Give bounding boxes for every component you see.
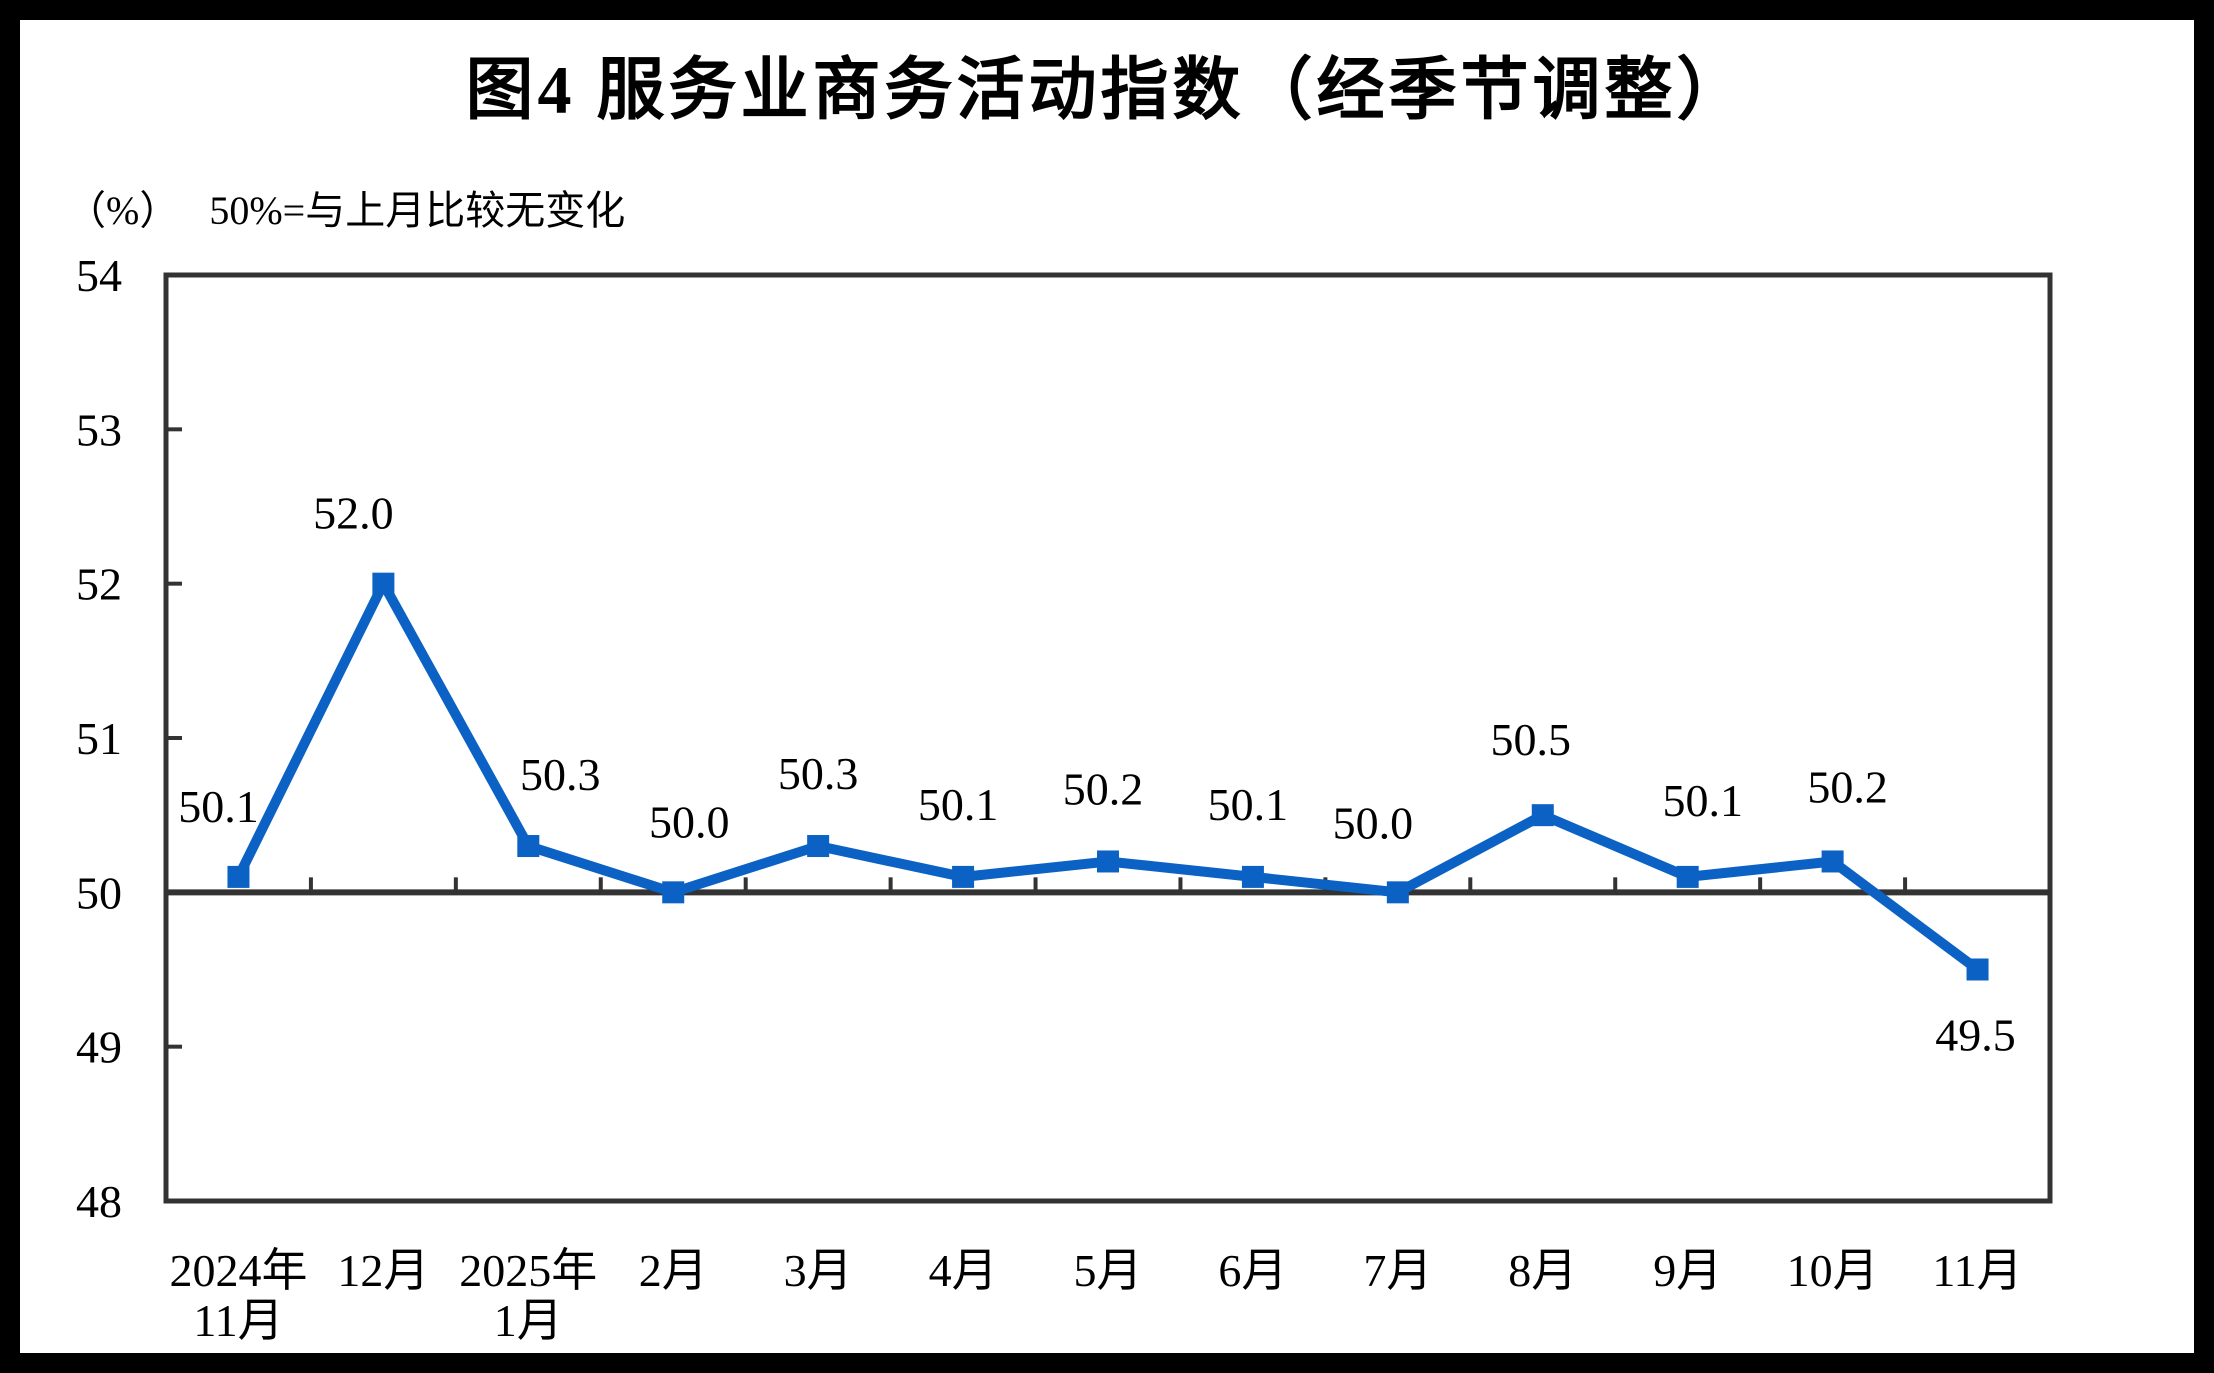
data-point-marker <box>1241 865 1264 888</box>
x-axis-category-label: 2025年 1月 <box>459 1245 597 1346</box>
data-point-label: 50.2 <box>1063 763 1144 814</box>
data-point-label: 50.1 <box>1208 779 1289 830</box>
y-axis-unit-label: （%） <box>66 188 180 233</box>
x-axis-category-label: 11月 <box>1932 1245 2022 1296</box>
data-point-marker <box>1821 850 1844 873</box>
data-point-marker <box>227 865 250 888</box>
x-axis-category-label: 8月 <box>1508 1245 1577 1296</box>
y-axis-tick-label: 54 <box>76 250 122 301</box>
x-axis-category-label: 10月 <box>1787 1245 1879 1296</box>
baseline-note: 50%=与上月比较无变化 <box>209 188 626 233</box>
data-point-label: 50.1 <box>1662 775 1743 826</box>
data-point-label: 50.5 <box>1491 714 1572 765</box>
x-axis-category-label: 2月 <box>639 1245 708 1296</box>
data-point-marker <box>662 881 685 904</box>
x-axis-category-label: 12月 <box>337 1245 429 1296</box>
data-point-label: 50.3 <box>778 748 859 799</box>
data-point-label: 50.0 <box>649 796 730 847</box>
data-point-marker <box>372 572 395 595</box>
data-point-label: 50.1 <box>178 781 259 832</box>
x-axis-category-label: 7月 <box>1363 1245 1432 1296</box>
data-point-marker <box>1676 865 1699 888</box>
y-axis-tick-label: 50 <box>76 867 122 918</box>
y-axis-tick-label: 49 <box>76 1022 122 1073</box>
x-axis-category-label: 5月 <box>1074 1245 1143 1296</box>
y-axis-tick-label: 48 <box>76 1176 122 1227</box>
data-point-marker <box>1097 850 1119 873</box>
data-point-marker <box>1531 804 1554 827</box>
data-point-label: 50.2 <box>1807 761 1888 812</box>
data-point-marker <box>517 835 540 858</box>
y-axis: 48 49 50 51 52 53 54 <box>76 250 182 1227</box>
y-axis-tick-label: 52 <box>76 559 122 610</box>
figure-title: 图4 服务业商务活动指数（经季节调整） <box>465 52 1749 128</box>
plot-border <box>163 272 2053 1204</box>
data-point-label: 50.1 <box>918 779 999 830</box>
x-axis-category-label: 2024年 11月 <box>169 1245 307 1346</box>
data-labels: 50.1 52.0 50.3 50.0 50.3 50.1 50.2 50.1 50.0 50.5… <box>178 488 2016 1061</box>
data-point-marker <box>1966 958 1989 981</box>
data-point-label: 50.3 <box>520 749 601 800</box>
services-pmi-line-chart: 48 49 50 51 52 53 54 2024年 11月 12月 2025年 1月 2月 3月 4月 5月… <box>76 250 2053 1346</box>
data-point-label: 52.0 <box>313 488 394 539</box>
x-axis: 2024年 11月 12月 2025年 1月 2月 3月 4月 5月 6月 7月 8月 9月 10月 11月 <box>169 1245 2022 1346</box>
x-axis-category-label: 3月 <box>784 1245 853 1296</box>
x-axis-category-label: 4月 <box>929 1245 998 1296</box>
x-axis-category-label: 9月 <box>1653 1245 1722 1296</box>
data-point-label: 49.5 <box>1935 1010 2016 1061</box>
data-point-marker <box>952 865 975 888</box>
series-markers <box>227 572 1989 981</box>
y-axis-tick-label: 53 <box>76 404 122 455</box>
data-point-label: 50.0 <box>1333 797 1414 848</box>
data-point-marker <box>1386 881 1409 904</box>
x-axis-category-label: 6月 <box>1218 1245 1287 1296</box>
reference-line-group <box>166 877 2050 896</box>
y-axis-tick-label: 51 <box>76 713 122 764</box>
data-point-marker <box>807 835 830 858</box>
figure-subtitle: （%） 50%=与上月比较无变化 <box>66 178 625 236</box>
